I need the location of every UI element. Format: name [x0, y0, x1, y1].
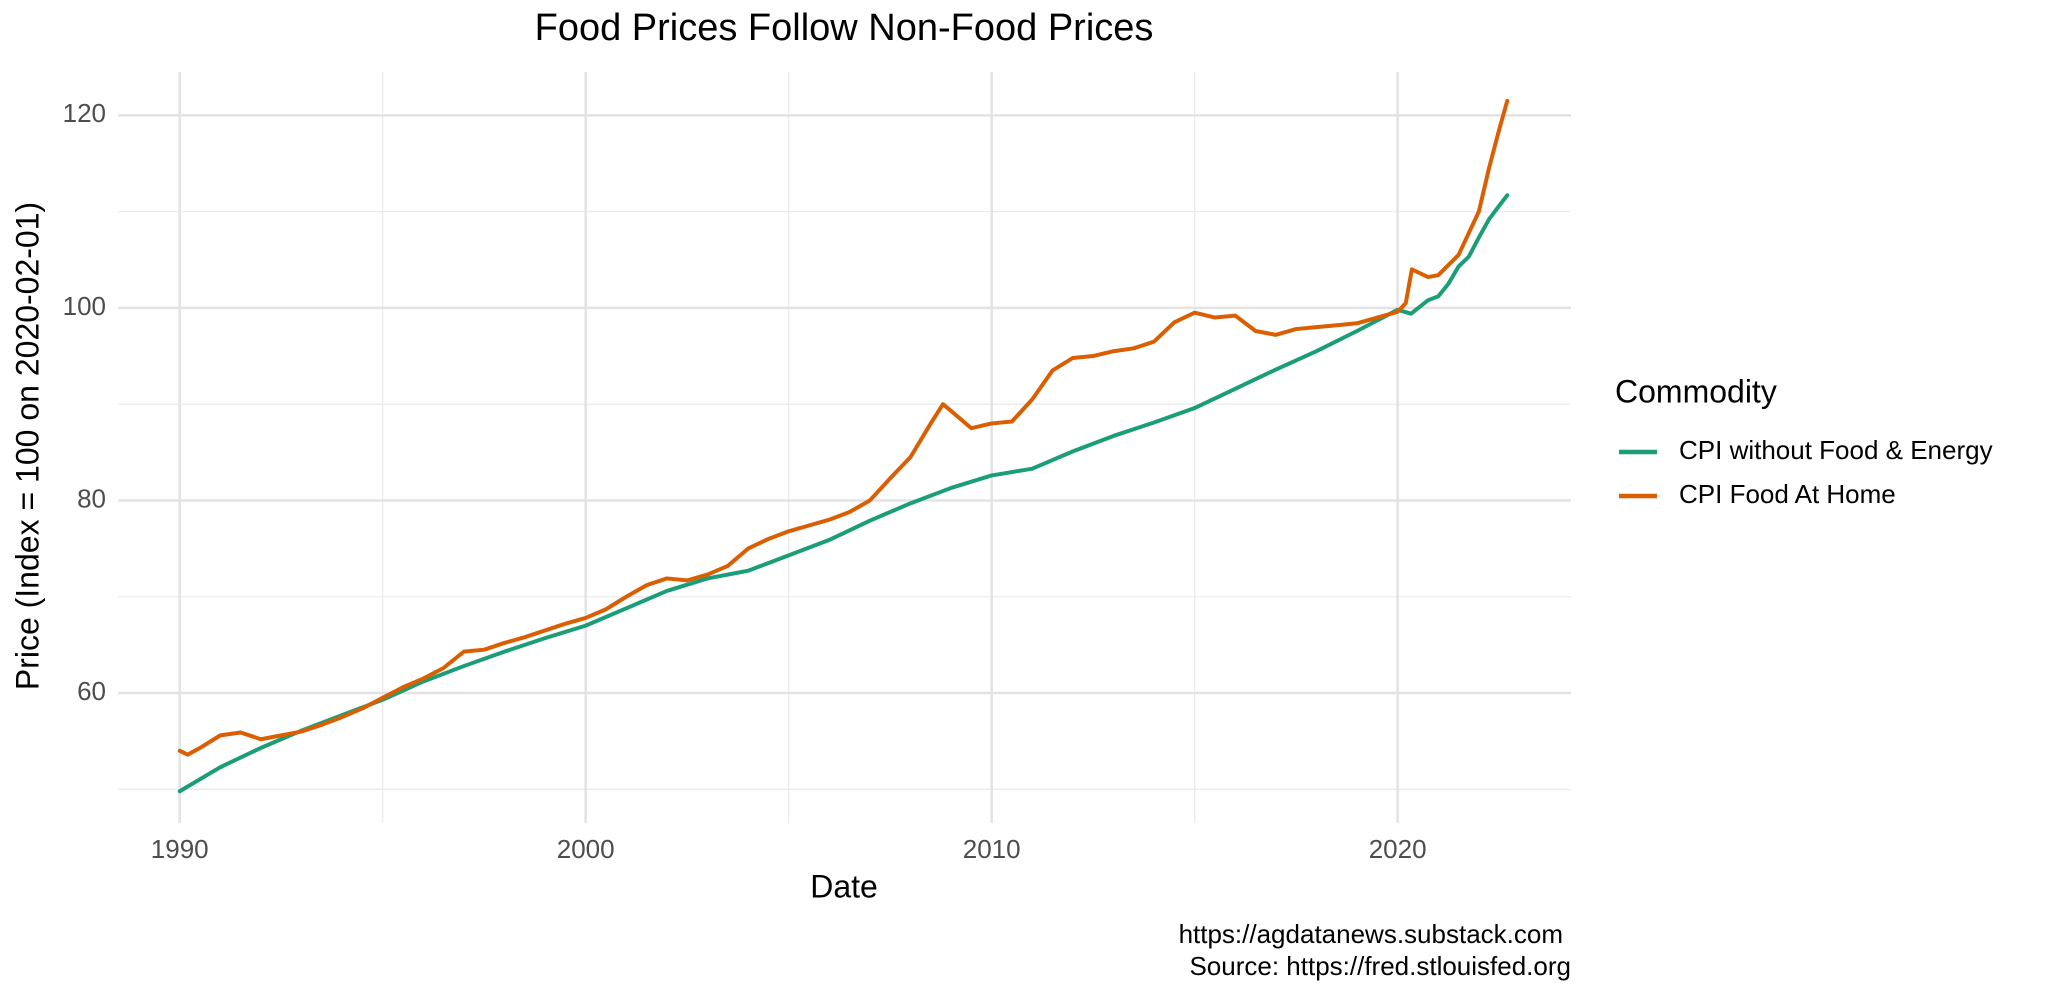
x-tick-label: 2020 [1369, 834, 1427, 864]
y-tick-label: 80 [77, 483, 106, 513]
legend-title: Commodity [1615, 373, 1777, 409]
line [177, 193, 1510, 794]
x-tick-label: 2000 [557, 834, 615, 864]
legend-label: CPI without Food & Energy [1679, 435, 1993, 465]
y-axis-title: Price (Index = 100 on 2020-02-01) [9, 202, 45, 690]
x-axis-title: Date [810, 868, 878, 904]
caption: https://agdatanews.substack.com [1179, 919, 1563, 949]
y-tick-label: 120 [63, 98, 106, 128]
y-tick-label: 100 [63, 291, 106, 321]
x-tick-label: 2010 [963, 834, 1021, 864]
grid [118, 72, 1571, 823]
caption: Source: https://fred.stlouisfed.org [1189, 951, 1571, 981]
y-tick-label: 60 [77, 676, 106, 706]
x-tick-label: 1990 [151, 834, 209, 864]
chart-title: Food Prices Follow Non-Food Prices [535, 7, 1154, 49]
legend-label: CPI Food At Home [1679, 479, 1896, 509]
line [177, 98, 1510, 757]
